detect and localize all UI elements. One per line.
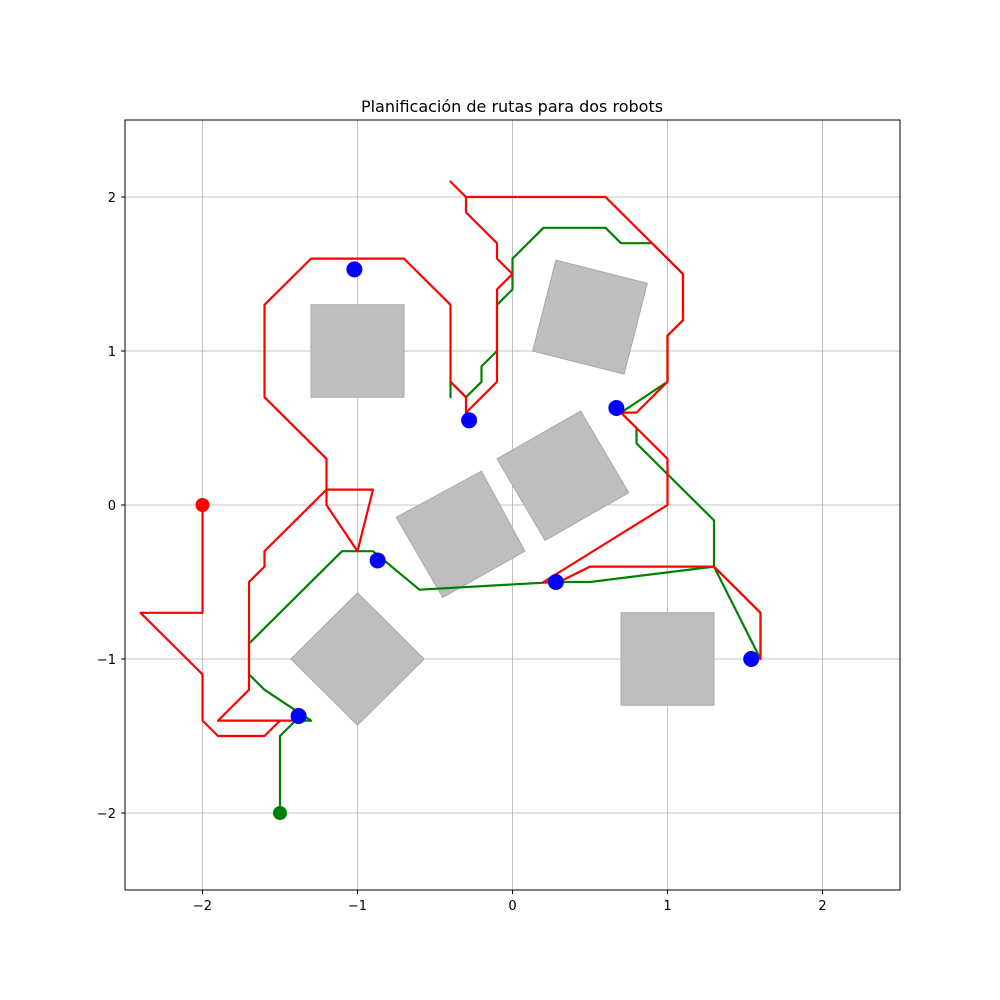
waypoint-marker (547, 574, 564, 590)
robot-path-line (139, 180, 762, 738)
obstacles (290, 259, 715, 726)
obstacle-polygon (395, 470, 526, 599)
grid-lines (125, 120, 900, 890)
obstacle-polygon (532, 259, 648, 375)
waypoint-marker (369, 552, 386, 569)
waypoint-marker (608, 399, 625, 416)
y-tick-label: −1 (97, 653, 116, 668)
start-markers (195, 498, 287, 820)
axis-ticks: −2 −1 0 1 2 −2 −1 0 1 2 (97, 191, 827, 914)
robot-start-marker (273, 806, 287, 820)
x-tick-label: 0 (508, 899, 516, 914)
obstacle-polygon (290, 592, 425, 726)
robot-start-marker (195, 498, 210, 512)
y-tick-label: 0 (108, 499, 116, 514)
x-tick-label: 2 (818, 899, 826, 914)
chart-title: Planificación de rutas para dos robots (361, 97, 663, 116)
robot-paths (139, 180, 762, 815)
x-tick-label: −1 (348, 899, 367, 914)
x-tick-label: −2 (193, 899, 212, 914)
obstacle-polygon (310, 304, 405, 398)
obstacle-polygon (496, 410, 630, 542)
y-tick-label: 2 (108, 191, 116, 206)
waypoint-marker (461, 412, 478, 429)
waypoint-marker (346, 261, 363, 278)
waypoint-marker (743, 651, 760, 667)
waypoint-marker (290, 707, 307, 724)
waypoints (290, 261, 760, 724)
y-tick-label: −2 (97, 807, 116, 822)
x-tick-label: 1 (663, 899, 671, 914)
obstacle-polygon (620, 612, 715, 706)
y-tick-label: 1 (108, 345, 116, 360)
